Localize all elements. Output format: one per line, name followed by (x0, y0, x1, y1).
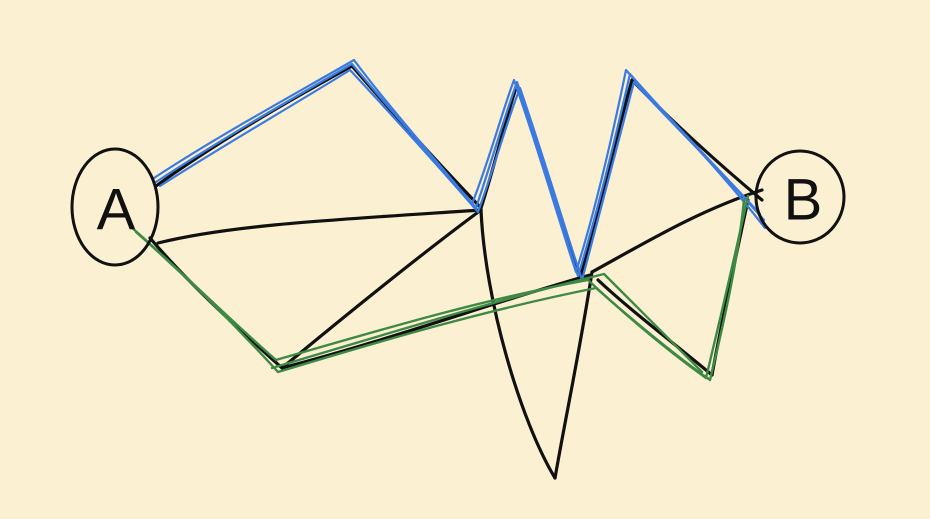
node-a-circle (70, 147, 160, 267)
edge-a-top (154, 64, 354, 188)
edge-mid-bottom (479, 208, 557, 480)
node-b: B (754, 149, 846, 245)
node-b-circle (754, 149, 846, 245)
green-stroke-3 (270, 272, 704, 374)
green-stroke-1 (128, 194, 750, 380)
edge-center-low2 (596, 278, 714, 377)
green-path (128, 194, 750, 382)
node-a-label: A (97, 178, 136, 243)
edge-bottom-center (553, 270, 594, 480)
edge-low-center (280, 273, 592, 370)
blue-stroke-1 (154, 62, 767, 278)
node-b-label: B (784, 168, 823, 233)
edge-center-peak2 (578, 78, 634, 280)
blue-stroke-2 (158, 68, 766, 282)
blue-stroke-3 (152, 58, 762, 274)
green-stroke-2 (134, 198, 746, 382)
blue-path (152, 58, 767, 282)
edge-low-mid (280, 208, 483, 370)
node-a: A (70, 147, 160, 267)
edge-a-mid (156, 208, 483, 245)
